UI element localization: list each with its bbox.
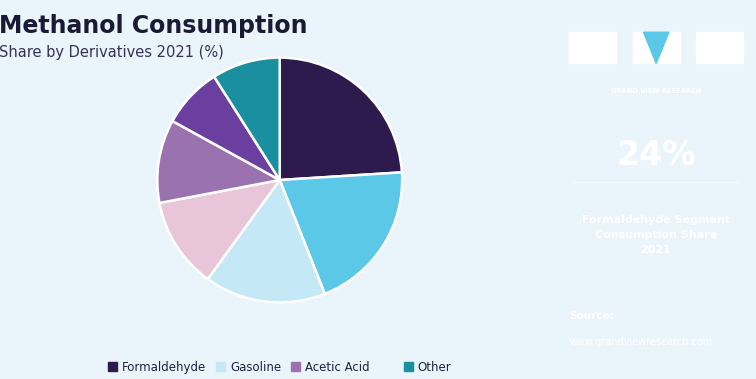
Text: Source:: Source: <box>570 311 615 321</box>
Text: Formaldehyde Segment
Consumption Share
2021: Formaldehyde Segment Consumption Share 2… <box>582 215 730 255</box>
Bar <box>633 32 680 63</box>
Wedge shape <box>214 58 280 180</box>
Text: Share by Derivatives 2021 (%): Share by Derivatives 2021 (%) <box>0 45 224 60</box>
Legend: Formaldehyde, MTO/MTP, Gasoline, MTBE, Acetic Acid, Dimethyl Ether, Other: Formaldehyde, MTO/MTP, Gasoline, MTBE, A… <box>103 356 457 379</box>
Text: GRAND VIEW RESEARCH: GRAND VIEW RESEARCH <box>611 88 701 94</box>
Wedge shape <box>172 77 280 180</box>
Wedge shape <box>280 172 402 294</box>
Polygon shape <box>643 32 669 63</box>
Text: 24%: 24% <box>616 139 696 172</box>
Wedge shape <box>208 180 325 302</box>
Wedge shape <box>160 180 280 279</box>
Wedge shape <box>157 121 280 203</box>
Bar <box>569 32 616 63</box>
Text: www.grandviewresearch.com: www.grandviewresearch.com <box>570 337 713 347</box>
Wedge shape <box>280 58 402 180</box>
Text: Methanol Consumption: Methanol Consumption <box>0 14 308 38</box>
Bar <box>696 32 743 63</box>
